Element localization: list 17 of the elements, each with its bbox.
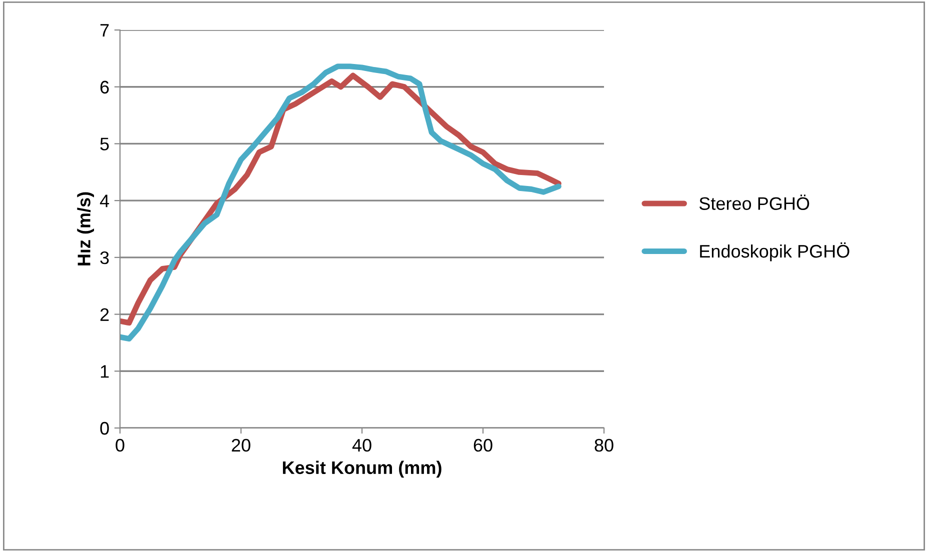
- x-tick-label: 40: [352, 438, 372, 452]
- y-tick-label: 5: [100, 138, 109, 150]
- y-tick-label: 7: [100, 24, 109, 37]
- y-tick-label: 4: [100, 194, 110, 208]
- x-axis-title: Kesit Konum (mm): [282, 460, 442, 478]
- y-tick-label: 2: [100, 308, 109, 321]
- legend-label: Endoskopik PGHÖ: [700, 242, 850, 262]
- x-tick-label: 80: [594, 438, 614, 452]
- x-tick-label: 20: [232, 438, 250, 452]
- x-tick-label: 60: [474, 438, 492, 452]
- y-axis-title: Hız (m/s): [77, 192, 94, 266]
- y-tick-label: 6: [100, 80, 109, 94]
- x-tick-label: 0: [116, 438, 124, 452]
- y-tick-label: 0: [100, 422, 109, 435]
- y-tick-label: 1: [100, 365, 109, 378]
- y-tick-label: 3: [100, 251, 109, 264]
- legend-label: Stereo PGHÖ: [699, 194, 810, 210]
